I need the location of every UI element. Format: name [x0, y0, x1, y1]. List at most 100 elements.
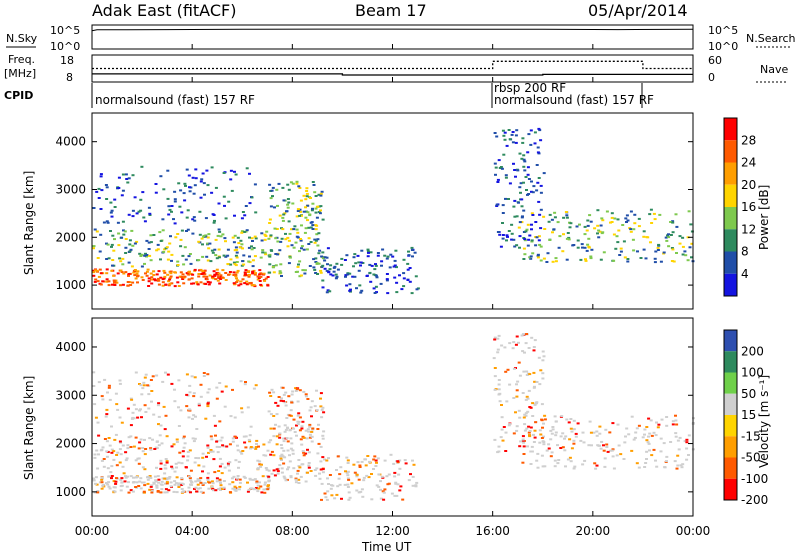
scatter-point [379, 488, 382, 491]
scatter-point [202, 375, 206, 377]
scatter-point [496, 178, 500, 181]
scatter-point [320, 416, 324, 419]
scatter-point [193, 461, 197, 464]
scatter-point [290, 442, 294, 445]
scatter-point [106, 243, 110, 246]
scatter-point [537, 356, 541, 359]
scatter-point [584, 258, 587, 261]
scatter-point [306, 211, 310, 214]
scatter-point [297, 185, 301, 188]
scatter-point [149, 272, 153, 275]
scatter-point [131, 411, 135, 414]
scatter-point [116, 408, 120, 411]
scatter-point [274, 264, 278, 267]
scatter-point [556, 221, 560, 224]
scatter-point [320, 482, 324, 485]
scatter-point [168, 476, 172, 478]
scatter-point [516, 169, 520, 172]
scatter-point [140, 481, 144, 484]
scatter-point [299, 199, 303, 202]
scatter-point [292, 467, 296, 470]
scatter-point [193, 184, 197, 187]
scatter-point [117, 176, 121, 179]
scatter-point [233, 214, 236, 217]
scatter-point [522, 445, 526, 448]
scatter-point [380, 264, 383, 267]
scatter-point [140, 393, 144, 396]
scatter-point [656, 246, 660, 249]
scatter-point [268, 391, 272, 394]
scatter-point [528, 406, 532, 408]
scatter-point [279, 444, 283, 446]
scatter-point [236, 475, 240, 477]
scatter-point [157, 415, 161, 418]
scatter-point [95, 483, 99, 486]
scatter-point [124, 459, 128, 462]
scatter-point [237, 284, 241, 287]
scatter-point [331, 484, 335, 487]
scatter-point [227, 464, 230, 467]
scatter-point [139, 255, 143, 257]
scatter-point [206, 444, 210, 447]
scatter-point [92, 274, 96, 277]
scatter-point [373, 292, 377, 294]
scatter-point [671, 231, 675, 234]
scatter-point [623, 441, 627, 444]
scatter-point [256, 484, 260, 487]
colorbar-tick-label: 20 [741, 178, 756, 192]
scatter-point [313, 241, 317, 244]
scatter-point [496, 231, 500, 233]
scatter-point [119, 260, 123, 263]
scatter-point [327, 271, 331, 274]
scatter-point [504, 450, 508, 452]
scatter-point [284, 428, 288, 431]
scatter-point [218, 382, 222, 384]
colorbar-tick-label: 24 [741, 156, 756, 170]
scatter-point [526, 410, 530, 413]
scatter-point [302, 436, 306, 439]
scatter-point [510, 133, 514, 136]
scatter-point [521, 438, 525, 441]
scatter-point [218, 420, 222, 423]
scatter-point [157, 402, 161, 405]
scatter-point [411, 484, 415, 487]
scatter-point [147, 285, 151, 287]
scatter-point [144, 411, 148, 413]
scatter-point [671, 420, 675, 423]
scatter-point [528, 435, 532, 438]
scatter-point [529, 255, 533, 258]
scatter-point [498, 400, 502, 403]
scatter-point [394, 482, 398, 485]
scatter-point [625, 427, 629, 430]
scatter-point [185, 393, 189, 396]
scatter-point [675, 423, 679, 426]
scatter-point [249, 446, 253, 448]
scatter-point [286, 198, 290, 200]
scatter-point [286, 206, 290, 209]
scatter-point [267, 486, 271, 489]
scatter-point [175, 438, 179, 441]
scatter-point [581, 431, 585, 434]
scatter-point [145, 274, 149, 277]
scatter-point [353, 253, 357, 256]
scatter-point [253, 255, 257, 258]
scatter-point [382, 498, 386, 501]
scatter-point [187, 475, 191, 478]
scatter-point [120, 236, 124, 239]
scatter-point [566, 458, 570, 461]
y-tick-label: 2000 [55, 437, 86, 451]
scatter-point [533, 436, 537, 439]
scatter-point [507, 198, 510, 200]
scatter-point [314, 228, 318, 231]
scatter-point [134, 436, 138, 439]
scatter-point [570, 447, 574, 450]
scatter-point [415, 481, 419, 484]
scatter-point [316, 244, 320, 247]
scatter-point [530, 336, 534, 339]
scatter-point [265, 230, 269, 233]
scatter-point [162, 277, 166, 280]
scatter-point [301, 435, 305, 438]
scatter-point [226, 263, 230, 265]
x-tick-label: 12:00 [375, 524, 410, 538]
